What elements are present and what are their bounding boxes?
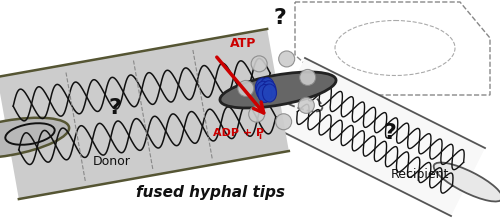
Ellipse shape xyxy=(258,85,272,102)
Polygon shape xyxy=(271,58,485,216)
Text: ATP: ATP xyxy=(230,37,256,50)
Text: ADP + P: ADP + P xyxy=(213,128,264,138)
Text: ?: ? xyxy=(274,8,286,28)
Text: fused hyphal tips: fused hyphal tips xyxy=(136,185,284,200)
Text: i: i xyxy=(258,132,261,141)
Ellipse shape xyxy=(256,81,270,99)
Ellipse shape xyxy=(256,78,270,96)
Ellipse shape xyxy=(254,72,322,112)
Text: ?: ? xyxy=(384,123,396,143)
Text: Recipient: Recipient xyxy=(391,168,449,181)
Ellipse shape xyxy=(248,106,264,122)
Ellipse shape xyxy=(262,84,276,102)
Ellipse shape xyxy=(238,81,254,96)
Ellipse shape xyxy=(434,163,500,201)
Ellipse shape xyxy=(0,118,69,158)
Ellipse shape xyxy=(276,114,291,130)
Polygon shape xyxy=(0,29,289,199)
Ellipse shape xyxy=(262,81,276,99)
Ellipse shape xyxy=(251,56,267,72)
Ellipse shape xyxy=(298,97,314,113)
Text: ?: ? xyxy=(108,98,122,118)
Text: Donor: Donor xyxy=(93,155,131,168)
Ellipse shape xyxy=(300,69,316,85)
Ellipse shape xyxy=(220,72,336,108)
Ellipse shape xyxy=(260,78,274,95)
Ellipse shape xyxy=(278,51,294,67)
